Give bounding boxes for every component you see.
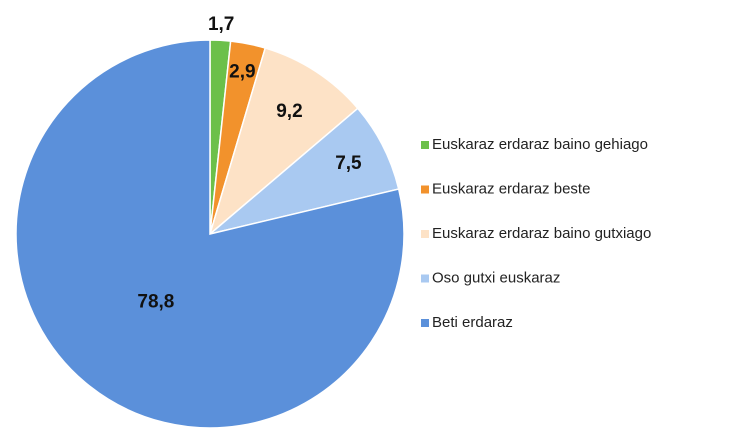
value-label: 9,2 [276, 101, 302, 122]
legend-label: Euskaraz erdaraz beste [432, 180, 590, 197]
legend-label: Oso gutxi euskaraz [432, 269, 560, 286]
legend-swatch [421, 141, 429, 149]
value-label: 2,9 [229, 61, 255, 82]
legend-swatch [421, 230, 429, 238]
legend-swatch [421, 319, 429, 327]
legend-label: Euskaraz erdaraz baino gutxiago [432, 225, 651, 242]
legend-label: Euskaraz erdaraz baino gehiago [432, 136, 648, 153]
legend-swatch [421, 274, 429, 283]
pie-slice [15, 39, 405, 429]
value-label: 7,5 [335, 153, 362, 174]
value-label: 78,8 [137, 292, 174, 313]
legend-swatch [421, 185, 429, 194]
legend-label: Beti erdaraz [432, 314, 513, 331]
pie-slice [208, 47, 359, 237]
value-label: 1,7 [208, 14, 234, 35]
